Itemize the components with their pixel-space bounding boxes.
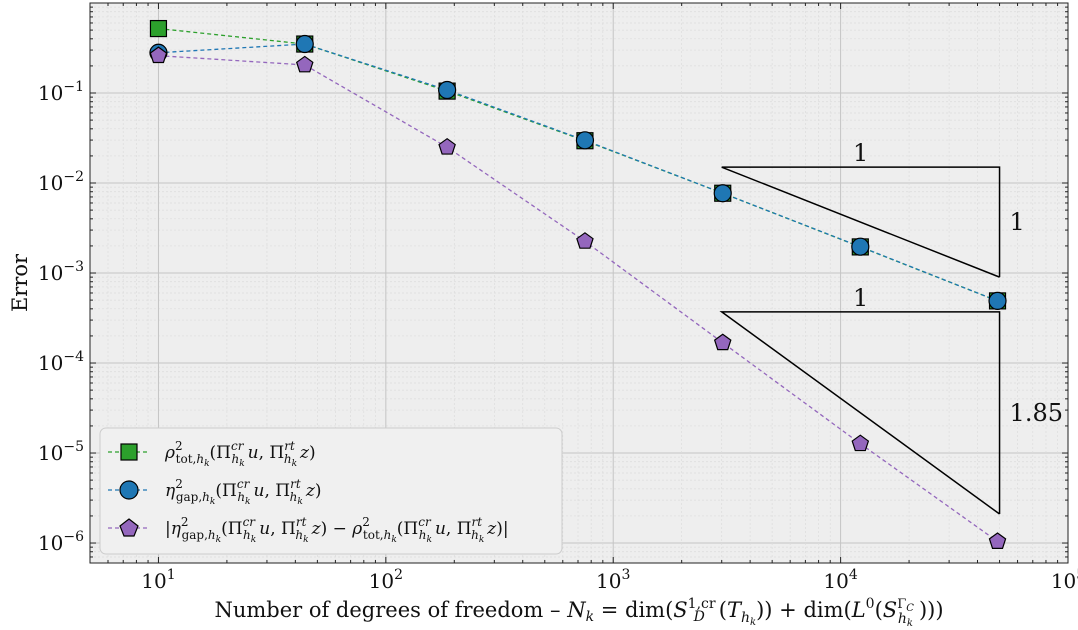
y-axis-label: Error [8,253,32,312]
series-layer [149,19,1007,549]
y-tick-label: 10−4 [38,349,84,375]
plot-frame [89,2,1069,564]
legend-pentagon-marker [119,518,139,537]
x-axis-label: Number of degrees of freedom – Nk = dim(… [214,596,943,629]
grid [90,3,1068,563]
slope-triangles: 1 1 1 1.85 [719,139,1063,515]
slope-triangle-1 [721,166,1001,278]
pentagon-data-point [576,232,594,249]
x-tick-label: 102 [369,567,403,593]
x-tick-label: 105 [1051,567,1078,593]
x-tick-label: 103 [596,567,630,593]
legend-circle-marker [119,480,139,500]
y-tick-label: 10−1 [38,79,84,105]
axis-ticks: 10−1 10−2 10−3 10−4 10−5 10−6 101 102 103 104 105 [38,3,1078,593]
x-tick-label: 104 [823,567,857,593]
square-data-point [149,19,168,38]
slope-triangle-rise-label: 1.85 [1010,399,1063,427]
circle-data-point [295,34,314,54]
y-tick-label: 10−6 [38,529,84,555]
y-tick-label: 10−2 [38,169,84,195]
pentagon-data-point [438,137,456,155]
legend-label-diff: |η2 gap,hk(Πcr hku, Πrt hkz) − ρ2 tot,hk(Πcr… [165,515,509,545]
slope-triangle-run-label: 1 [853,139,868,167]
legend-box [99,427,563,555]
pentagon-data-point [295,55,314,73]
y-tick-label: 10−3 [38,259,84,285]
circle-data-point [438,80,457,100]
pentagon-data-point [988,532,1007,549]
x-tick-label: 101 [141,567,175,593]
legend-label-rho: ρ2 tot,hk(Πcr hku, Πrt hkz) [164,439,316,469]
pentagon-data-point [149,46,168,64]
slope-triangle-run-label: 1 [853,284,868,312]
circle-data-point [575,131,595,150]
circle-data-point [851,237,870,256]
legend-square-marker [120,443,138,461]
y-tick-label: 10−5 [38,439,84,465]
pentagon-data-point [851,434,870,452]
pentagon-data-point [713,333,732,351]
circle-data-point [713,184,732,203]
slope-triangle-2 [719,311,1001,515]
slope-triangle-rise-label: 1 [1010,208,1025,236]
circle-data-point [988,291,1007,311]
legend-label-eta: η2 gap,hk(Πcr hku, Πrt hkz) [165,477,321,507]
legend: ρ2 tot,hk(Πcr hku, Πrt hkz) η2 gap,hk(Πcr hku… [99,427,563,555]
